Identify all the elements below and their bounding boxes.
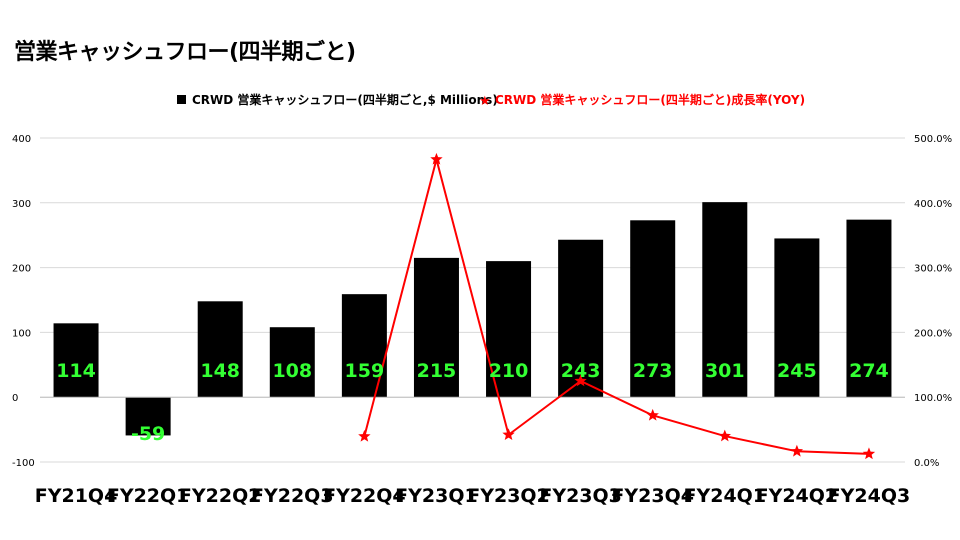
- bar-data-label: 301: [705, 360, 745, 382]
- bar-data-label: 274: [849, 360, 889, 382]
- line-marker-star: [430, 152, 443, 165]
- y-left-tick-label: 400: [12, 134, 31, 145]
- bar: [846, 219, 892, 398]
- y-left-tick-label: 300: [12, 199, 31, 210]
- y-right-tick-label: 0.0%: [914, 458, 939, 469]
- y-left-tick-label: 100: [12, 328, 31, 339]
- y-axis-right: 500.0% 400.0% 300.0% 200.0% 100.0% 0.0%: [914, 134, 952, 469]
- gridlines: [40, 137, 905, 463]
- x-axis: FY21Q4FY22Q1FY22Q2FY22Q3FY22Q4FY23Q1FY23…: [35, 485, 910, 507]
- y-left-tick-label: 0: [12, 393, 18, 404]
- y-left-tick-label: 200: [12, 264, 31, 275]
- bar-data-label: -59: [131, 423, 165, 445]
- line-marker-star: [574, 374, 587, 387]
- x-tick-label: FY24Q1: [684, 485, 767, 507]
- y-right-tick-label: 500.0%: [914, 134, 952, 145]
- x-tick-label: FY22Q3: [251, 485, 334, 507]
- line-marker-star: [862, 447, 876, 460]
- y-right-tick-label: 400.0%: [914, 199, 952, 210]
- bar: [702, 202, 748, 398]
- bar-data-label: 148: [200, 360, 240, 382]
- line-marker-star: [718, 429, 731, 442]
- bar: [774, 238, 820, 398]
- x-tick-label: FY23Q3: [539, 485, 622, 507]
- line-marker-star: [502, 428, 515, 441]
- x-tick-label: FY22Q1: [107, 485, 190, 507]
- x-tick-label: FY22Q4: [323, 485, 406, 507]
- data-labels: 114 -59 148 108 159 215 210 243 273 301 245 274: [56, 360, 889, 445]
- y-axis-left: 400 300 200 100 0 -100: [12, 134, 35, 469]
- bar-data-label: 114: [56, 360, 96, 382]
- bar-data-label: 243: [561, 360, 601, 382]
- bar: [197, 301, 243, 398]
- x-tick-label: FY22Q2: [179, 485, 262, 507]
- x-tick-label: FY24Q2: [756, 485, 839, 507]
- legend-line-star-icon: ★: [479, 93, 491, 108]
- legend-bar-swatch: [177, 95, 186, 104]
- x-tick-label: FY23Q2: [467, 485, 550, 507]
- bar-data-label: 245: [777, 360, 817, 382]
- y-right-tick-label: 200.0%: [914, 328, 952, 339]
- page-title: 営業キャッシュフロー(四半期ごと): [14, 40, 356, 65]
- x-tick-label: FY23Q1: [395, 485, 478, 507]
- y-right-tick-label: 300.0%: [914, 264, 952, 275]
- y-right-tick-label: 100.0%: [914, 393, 952, 404]
- legend-line-label: CRWD 営業キャッシュフロー(四半期ごと)成長率(YOY): [495, 92, 805, 107]
- y-left-tick-label: -100: [12, 458, 35, 469]
- x-tick-label: FY23Q4: [611, 485, 694, 507]
- legend-bar-label: CRWD 営業キャッシュフロー(四半期ごと,$ Millions): [192, 92, 498, 107]
- line-marker-star: [790, 444, 804, 457]
- bar-data-label: 210: [489, 360, 529, 382]
- growth-line: [363, 155, 869, 455]
- bar: [413, 257, 459, 398]
- bar: [125, 397, 171, 436]
- bar-data-label: 215: [417, 360, 457, 382]
- bar-data-label: 273: [633, 360, 673, 382]
- bar: [630, 220, 676, 398]
- bar: [558, 239, 604, 398]
- bar-series: [53, 202, 892, 436]
- line-marker-star: [646, 408, 659, 421]
- legend: CRWD 営業キャッシュフロー(四半期ごと,$ Millions) ★ CRWD…: [177, 92, 805, 108]
- x-tick-label: FY24Q3: [828, 485, 911, 507]
- line-series: [358, 152, 876, 460]
- bar-data-label: 108: [272, 360, 312, 382]
- line-marker-star: [358, 429, 371, 442]
- bar-data-label: 159: [345, 360, 385, 382]
- bar: [269, 327, 315, 398]
- bar: [53, 323, 99, 398]
- x-tick-label: FY21Q4: [35, 485, 118, 507]
